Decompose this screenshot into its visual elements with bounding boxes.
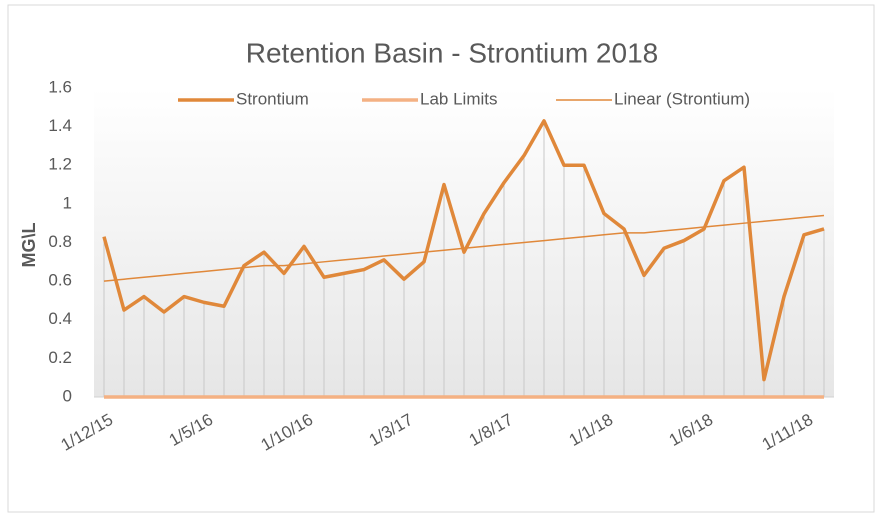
y-tick-label: 0.8: [48, 232, 72, 251]
y-tick-label: 1.4: [48, 116, 72, 135]
y-tick-label: 0.2: [48, 348, 72, 367]
y-tick-label: 1: [63, 193, 72, 212]
chart-title: Retention Basin - Strontium 2018: [246, 37, 658, 68]
legend-label: Linear (Strontium): [614, 89, 750, 108]
y-tick-label: 1.6: [48, 77, 72, 96]
y-tick-label: 0.4: [48, 309, 72, 328]
y-tick-label: 1.2: [48, 155, 72, 174]
line-series: [102, 119, 825, 382]
legend-label: Strontium: [236, 89, 309, 108]
y-tick-label: 0.6: [48, 271, 72, 290]
legend-label: Lab Limits: [420, 89, 497, 108]
y-tick-label: 0: [63, 386, 72, 405]
y-axis-title: MG\L: [19, 223, 39, 268]
